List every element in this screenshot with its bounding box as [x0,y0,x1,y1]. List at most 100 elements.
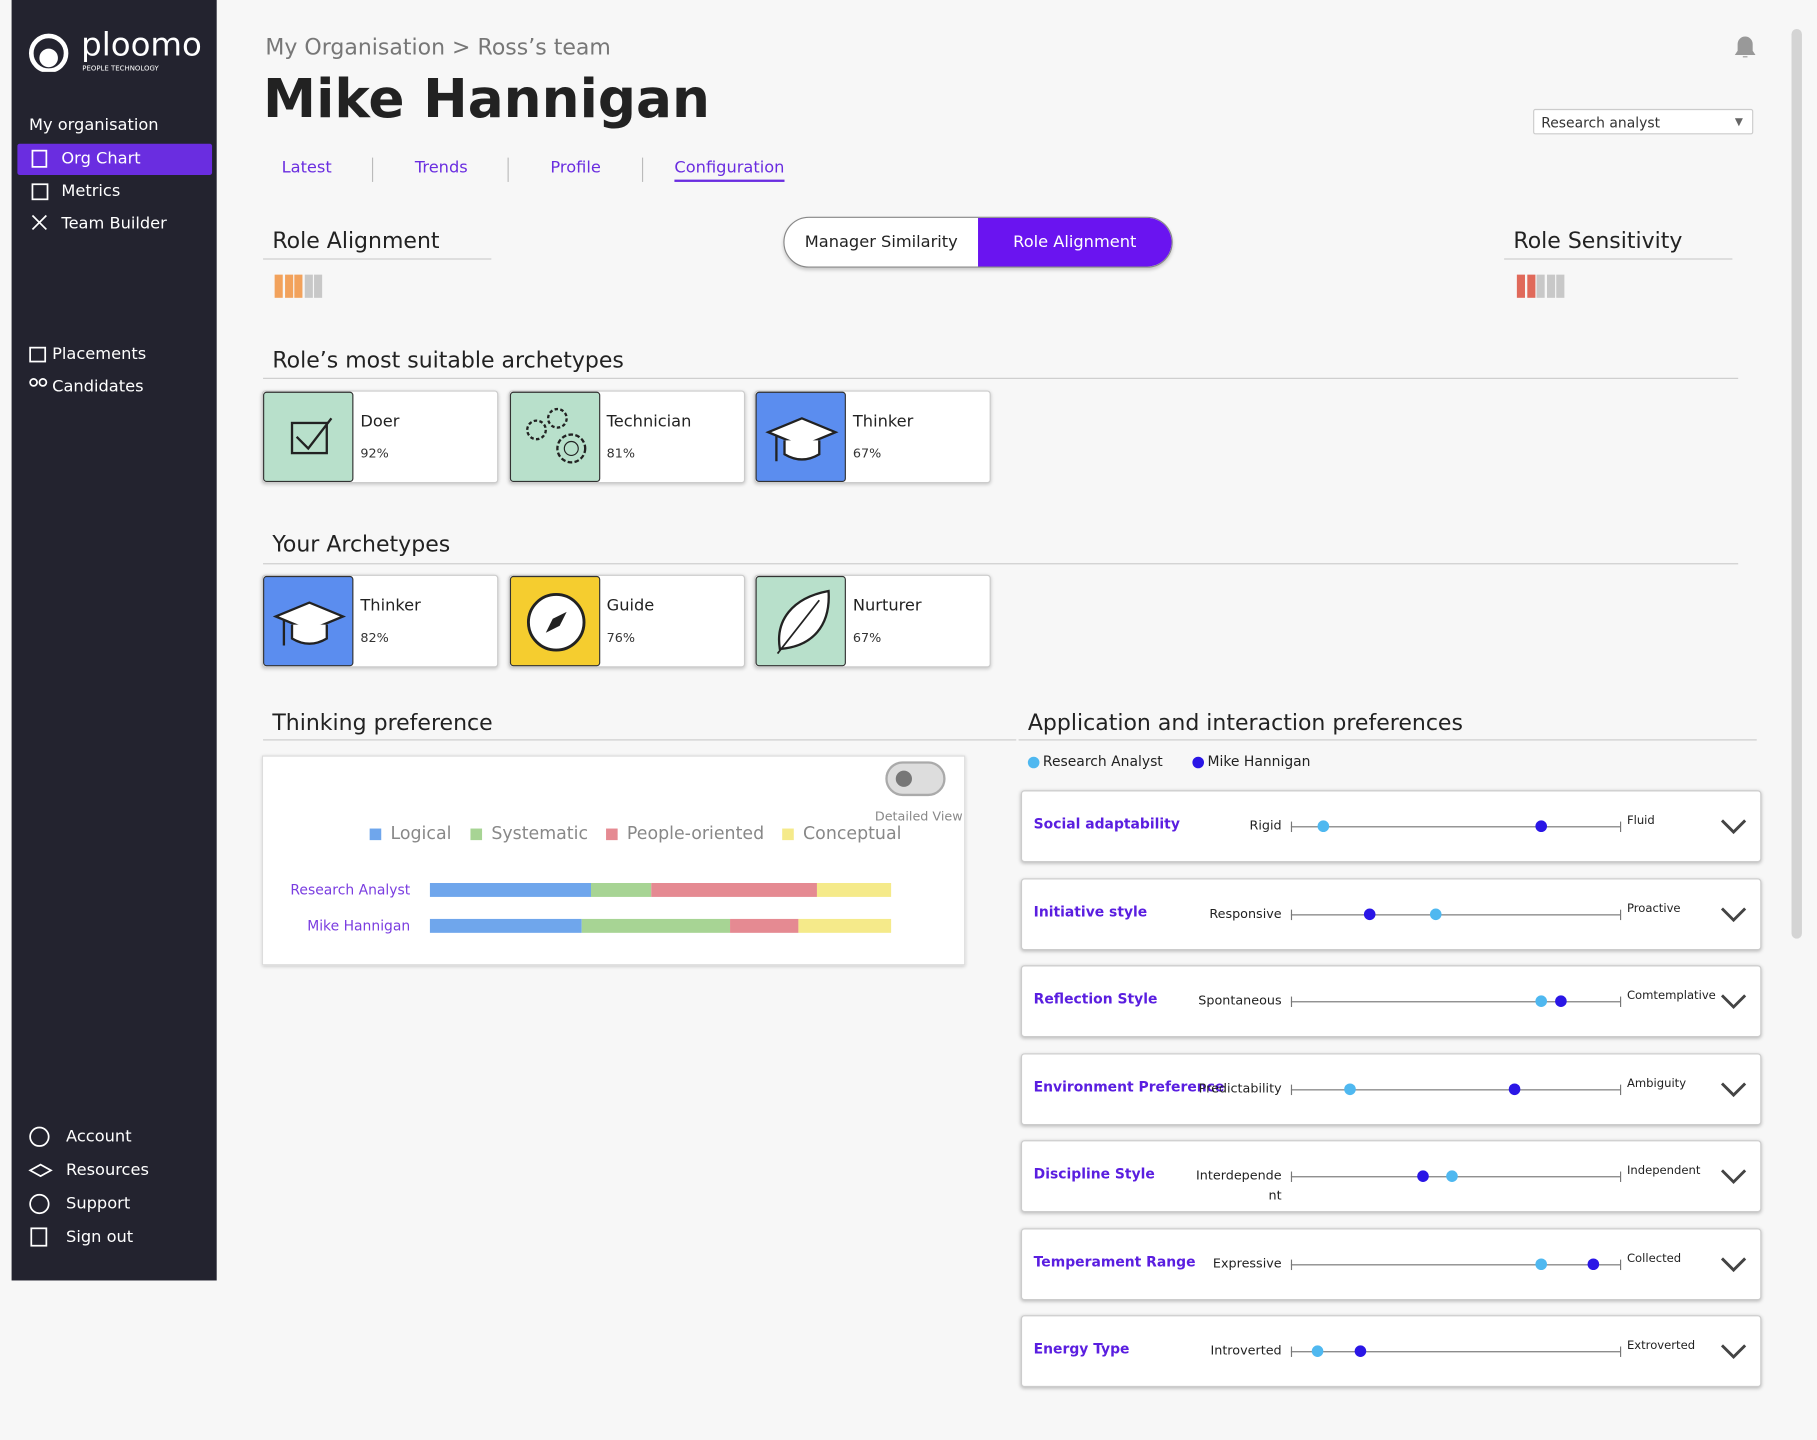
level-box [304,274,313,298]
nav-active [17,143,213,175]
archetype-name: Doer [360,412,400,432]
slider-dot [1535,820,1547,833]
archetype-card[interactable]: Guide 76% [508,574,745,668]
tab[interactable]: Profile [550,158,601,178]
archetype-card[interactable]: Nurturer 67% [754,574,991,668]
slider-dot [1318,820,1330,833]
archetype-score: 81% [606,446,635,462]
preference-row[interactable]: Reflection Style Spontaneous Comtemplative [1020,965,1762,1038]
role-select[interactable]: Research analyst ▼ [1533,108,1754,135]
tab[interactable]: Trends [414,158,468,178]
toggle-option-active[interactable]: Role Alignment [978,217,1172,267]
nav-item[interactable]: Placements [52,345,147,364]
tab[interactable]: Latest [281,158,332,178]
archetype-score: 92% [360,446,389,462]
nav-item[interactable]: Account [66,1127,132,1147]
sidebar: ploomo PEOPLE TECHNOLOGY My organisation… [11,0,217,1281]
slider-track [1290,913,1621,915]
level-box [314,274,323,298]
legend-label: Research Analyst [1042,753,1163,770]
section-title: Role Alignment [272,228,440,254]
scrollbar[interactable] [1791,28,1802,939]
legend-label: Conceptual [803,822,902,844]
nav-item[interactable]: Resources [66,1161,149,1180]
preference-row[interactable]: Environment Preference Predictability Ambi… [1020,1052,1762,1125]
chevron[interactable] [1720,1079,1748,1098]
slider-dot [1344,1082,1356,1095]
chevron[interactable] [1720,992,1748,1011]
right-label: Collected [1626,1252,1682,1265]
preference-row[interactable]: Social adaptability Rigid Fluid [1020,790,1762,863]
slider-end [1620,1084,1622,1095]
chevron[interactable] [1720,1342,1748,1361]
chevron[interactable] [1720,1167,1748,1186]
nav-item[interactable]: Team Builder [61,214,167,233]
chevron[interactable] [1720,817,1748,836]
slider-end [1290,996,1293,1007]
slider-dot [1416,1170,1429,1182]
preference-row[interactable]: Temperament Range Expressive Collected [1020,1227,1762,1300]
archetype-icon [263,575,354,667]
row-label: Social adaptability [1033,815,1180,833]
nav-item[interactable]: Org Chart [61,149,141,169]
preference-row[interactable]: Discipline Style Interdependent Independen… [1020,1140,1762,1213]
archetype-card[interactable]: Thinker 67% [754,390,991,484]
row-label: Mike Hannigan [307,917,411,934]
legend-swatch [782,828,794,841]
legend-dot [1027,756,1040,769]
slider-track [1290,826,1621,828]
preference-row[interactable]: Initiative style Responsive Proactive [1020,877,1762,950]
slider-end [1620,996,1622,1007]
left-label: Predictability [1198,1080,1282,1096]
slider-track [1290,1351,1621,1353]
left-label: Rigid [1249,818,1282,834]
chevron[interactable] [1720,1254,1748,1273]
nav-item[interactable]: Candidates [52,377,144,397]
nav-item[interactable]: Support [66,1194,131,1214]
logo: ploomo [81,25,202,64]
legend-swatch [606,828,618,841]
thinking-panel: Detailed View Logical Systematic People-or… [261,755,966,966]
legend-label: Mike Hannigan [1207,753,1311,770]
left-label: Expressive [1212,1255,1282,1271]
archetype-card[interactable]: Thinker 82% [261,574,499,668]
bell[interactable] [1731,32,1759,62]
archetype-icon [755,575,846,667]
archetype-name: Nurturer [852,596,922,616]
section-label: My organisation [28,115,159,135]
icon [272,601,347,646]
toggle-option[interactable]: Manager Similarity [804,232,958,252]
nav-item[interactable]: Metrics [61,181,121,201]
level-box-filled [294,274,303,298]
slider-end [1290,1084,1293,1095]
level-box [1536,274,1545,298]
row-label: Research Analyst [290,881,411,899]
nav-item[interactable]: Sign out [66,1228,134,1247]
preference-row[interactable]: Energy Type Introverted Extroverted [1020,1315,1762,1388]
breadcrumb[interactable]: My Organisation > Ross’s team [265,34,611,61]
legend-swatch [369,828,382,841]
switch-label: Detailed View [874,808,963,824]
bar-segment [591,883,652,897]
section-title: Thinking preference [272,710,493,736]
section-title: Role Sensitivity [1513,228,1683,254]
right-label: Ambiguity [1626,1077,1687,1090]
slider-dot [1364,907,1376,920]
slider-dot [1554,995,1567,1007]
archetype-card[interactable]: Doer 92% [261,390,499,484]
bar-segment [429,883,592,897]
archetype-score: 67% [852,630,882,646]
bar-segment [798,918,892,933]
right-label: Proactive [1626,902,1681,915]
slider-dot [1587,1257,1600,1270]
switch[interactable] [885,761,946,797]
slider-end [1620,821,1622,833]
chevron[interactable] [1720,904,1748,923]
section-title: Your Archetypes [272,531,451,558]
tab-active[interactable]: Configuration [674,159,785,182]
archetype-card[interactable]: Technician 81% [508,390,745,484]
slider-end [1620,1171,1622,1182]
archetype-icon [755,391,846,483]
left-label: Spontaneous [1198,993,1282,1009]
role-select-text: Research analyst [1541,114,1661,131]
